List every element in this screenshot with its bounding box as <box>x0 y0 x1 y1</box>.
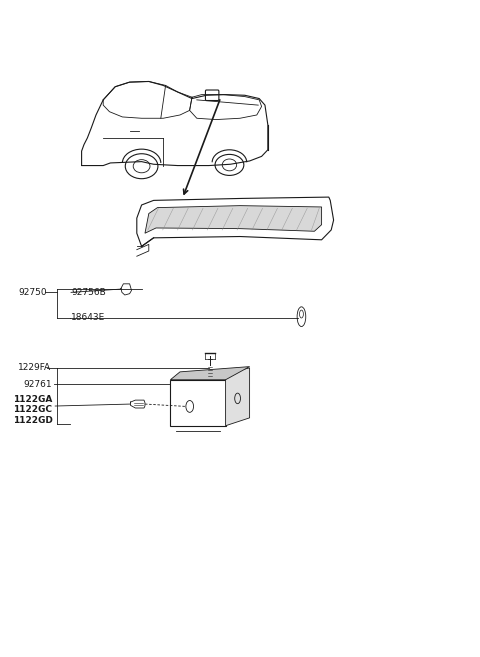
Text: 1122GD: 1122GD <box>13 416 53 425</box>
Text: 1229FA: 1229FA <box>18 363 51 373</box>
Text: 92761: 92761 <box>23 380 52 389</box>
Text: 92756B: 92756B <box>71 288 106 297</box>
Polygon shape <box>145 206 322 233</box>
Polygon shape <box>226 368 250 426</box>
Text: 1122GC: 1122GC <box>13 405 52 415</box>
Bar <box>170 380 226 426</box>
FancyBboxPatch shape <box>205 90 219 101</box>
Ellipse shape <box>186 401 193 413</box>
Polygon shape <box>170 367 250 380</box>
Text: 18643E: 18643E <box>71 313 105 323</box>
Text: 1122GA: 1122GA <box>13 395 53 404</box>
Text: 92750: 92750 <box>18 288 47 297</box>
Ellipse shape <box>235 393 240 403</box>
